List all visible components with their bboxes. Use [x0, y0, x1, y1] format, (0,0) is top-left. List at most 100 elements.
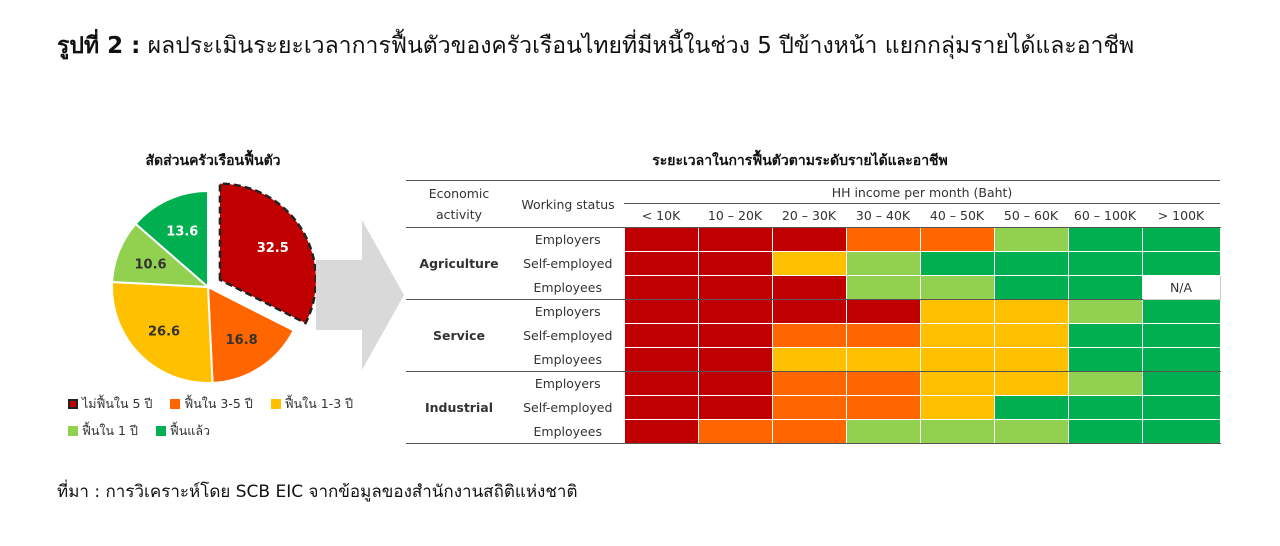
- heatmap-cell: [771, 251, 847, 276]
- legend-label: ไม่ฟื้นใน 5 ปี: [82, 396, 153, 411]
- heatmap-cell: [623, 299, 699, 324]
- working-status-cell: Self-employed: [523, 256, 613, 271]
- heatmap-cell: [771, 419, 847, 444]
- heatmap-cell: [993, 371, 1069, 396]
- working-status-cell: Employers: [534, 304, 601, 320]
- heatmap-cell: [1141, 227, 1221, 252]
- heatmap-cell: [1067, 395, 1143, 420]
- heatmap-cell: [1141, 395, 1221, 420]
- heatmap-cell: [845, 419, 921, 444]
- working-status-cell: Employers: [534, 376, 601, 392]
- economic-activity-cell: Industrial: [406, 371, 512, 444]
- working-status-cell: Employees: [512, 347, 624, 372]
- income-bracket-header: < 10K: [624, 203, 698, 228]
- heatmap-cell: [697, 395, 773, 420]
- pie-chart-title: สัดส่วนครัวเรือนฟื้นตัว: [145, 153, 281, 169]
- table-row: Agriculture Employers: [406, 227, 1221, 300]
- working-status-cell: Employees: [512, 419, 624, 444]
- heatmap-cell: [845, 371, 921, 396]
- heatmap-body: Agriculture Employers Self-employed Employe…: [406, 227, 1221, 444]
- heatmap-cell: [845, 299, 921, 324]
- heatmap-cell: [845, 251, 921, 276]
- working-status-cell: Employees: [512, 275, 624, 300]
- heatmap-cell: [993, 347, 1069, 372]
- legend-item: ฟื้นใน 1 ปี: [68, 421, 138, 441]
- heatmap-cell: [845, 395, 921, 420]
- heatmap-cell: [697, 419, 773, 444]
- heatmap-title: ระยะเวลาในการฟื้นตัวตามระดับรายได้และอาช…: [652, 153, 948, 169]
- heatmap-cell: [1141, 371, 1221, 396]
- heatmap-cell: [993, 419, 1069, 444]
- heatmap-cell: [623, 395, 699, 420]
- income-bracket-header-row: < 10K 10 – 20K 20 – 30K 30 – 40K 40 – 50K 50 …: [406, 203, 1220, 228]
- heatmap-cell: [623, 419, 699, 444]
- heatmap-cell: [845, 275, 921, 300]
- heatmap-cell: [697, 323, 773, 348]
- heatmap-cell: [1067, 227, 1143, 252]
- pie-slice-label: 10.6: [134, 258, 166, 273]
- heatmap-cell: [1067, 371, 1143, 396]
- heatmap-cell: [845, 347, 921, 372]
- legend-swatch: [68, 426, 78, 436]
- heatmap-cell: [697, 371, 773, 396]
- heatmap-cell: [771, 395, 847, 420]
- heatmap-cell: [919, 395, 995, 420]
- table-row: Self-employed: [406, 395, 1221, 420]
- legend-swatch: [155, 426, 166, 436]
- heatmap-cell: [623, 251, 699, 276]
- figure-title-lead: รูปที่ 2 :: [57, 33, 141, 59]
- heatmap-cell: [771, 275, 847, 300]
- header-activity-line-2: activity: [435, 207, 483, 222]
- working-status-cell: Self-employed: [523, 400, 613, 415]
- heatmap-cell: [1141, 347, 1221, 372]
- legend-label: ฟื้นแล้ว: [169, 423, 211, 438]
- heatmap-cell: [697, 251, 773, 276]
- legend-item: ไม่ฟื้นใน 5 ปี: [68, 394, 152, 414]
- table-row: Self-employed: [406, 323, 1221, 348]
- heatmap-cell: [771, 371, 847, 396]
- economic-activity-cell: Service: [406, 299, 512, 372]
- heatmap-cell: [1067, 419, 1143, 444]
- heatmap-cell: [1067, 275, 1143, 300]
- legend-swatch: [170, 399, 181, 409]
- header-income: HH income per month (Baht): [624, 180, 1220, 204]
- income-bracket-header: 40 – 50K: [920, 203, 994, 228]
- income-bracket-header: 60 – 100K: [1068, 203, 1142, 228]
- heatmap-cell: [993, 395, 1069, 420]
- source-note: ที่มา : การวิเคราะห์โดย SCB EIC จากข้อมู…: [57, 482, 578, 502]
- income-bracket-header: 30 – 40K: [846, 203, 920, 228]
- income-bracket-header: 10 – 20K: [698, 203, 772, 228]
- heatmap-table: Economic activity Working status HH inco…: [406, 180, 1221, 444]
- pie-slice: [206, 285, 295, 384]
- heatmap-cell: [1141, 251, 1221, 276]
- legend-swatch: [68, 399, 78, 409]
- heatmap-cell: [697, 299, 773, 324]
- pie-slice-label: 16.8: [226, 333, 258, 348]
- income-bracket-header: 20 – 30K: [772, 203, 846, 228]
- legend-item: ฟื้นใน 1-3 ปี: [270, 394, 354, 414]
- heatmap-cell: [623, 347, 699, 372]
- pie-legend: ไม่ฟื้นใน 5 ปี ฟื้นใน 3-5 ปี ฟื้นใน 1-3 ปี…: [68, 394, 368, 448]
- heatmap-cell: [623, 275, 699, 300]
- heatmap-cell: [845, 323, 921, 348]
- legend-label: ฟื้นใน 1-3 ปี: [284, 396, 354, 411]
- heatmap-cell: [623, 227, 699, 252]
- figure-title: รูปที่ 2 : ผลประเมินระยะเวลาการฟื้นตัวขอ…: [57, 28, 1134, 64]
- legend-label: ฟื้นใน 1 ปี: [82, 423, 138, 438]
- pie-slice: [134, 189, 209, 290]
- heatmap-cell: [1067, 347, 1143, 372]
- pie-slice: [218, 182, 318, 325]
- arrow-right-shape: [316, 220, 404, 370]
- table-row: Employees: [406, 419, 1221, 444]
- heatmap-cell: [845, 227, 921, 252]
- heatmap-cell: [1067, 323, 1143, 348]
- heatmap-cell: [771, 299, 847, 324]
- pie-slice: [111, 280, 214, 384]
- heatmap-cell: [993, 227, 1069, 252]
- header-working-status: Working status: [512, 180, 624, 228]
- heatmap-cell: [919, 371, 995, 396]
- heatmap-cell: [623, 323, 699, 348]
- heatmap-cell: [771, 323, 847, 348]
- heatmap-cell: [1141, 323, 1221, 348]
- pie-slice-label: 13.6: [166, 225, 198, 240]
